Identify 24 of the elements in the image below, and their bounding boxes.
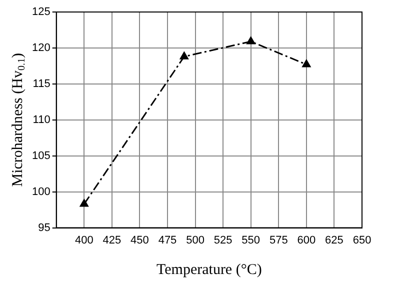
x-tick-label: 450 — [130, 234, 149, 246]
x-tick-label: 600 — [297, 234, 316, 246]
x-tick-label: 650 — [352, 234, 372, 246]
x-tick-label: 525 — [214, 234, 232, 246]
x-tick-label: 500 — [186, 234, 204, 246]
y-tick-label: 100 — [32, 186, 50, 198]
x-tick-label: 400 — [74, 234, 94, 246]
x-tick-label: 425 — [102, 234, 122, 246]
y-tick-label: 125 — [32, 6, 50, 18]
x-tick-label: 475 — [158, 234, 177, 246]
y-tick-label: 110 — [32, 114, 50, 126]
x-tick-label: 575 — [269, 234, 288, 246]
point — [180, 52, 188, 60]
y-tick-label: 120 — [32, 42, 50, 54]
y-tick-label: 95 — [38, 222, 50, 234]
x-tick-label: 550 — [242, 234, 260, 246]
point — [80, 199, 88, 207]
y-axis-title: Microhardness (Hv0.1) — [10, 53, 28, 187]
x-axis-title: Temperature (°C) — [156, 262, 262, 278]
y-tick-label: 115 — [32, 78, 50, 90]
x-tick-label: 625 — [325, 234, 344, 246]
point — [246, 36, 256, 44]
point — [302, 60, 311, 68]
y-tick-label: 105 — [32, 150, 50, 162]
